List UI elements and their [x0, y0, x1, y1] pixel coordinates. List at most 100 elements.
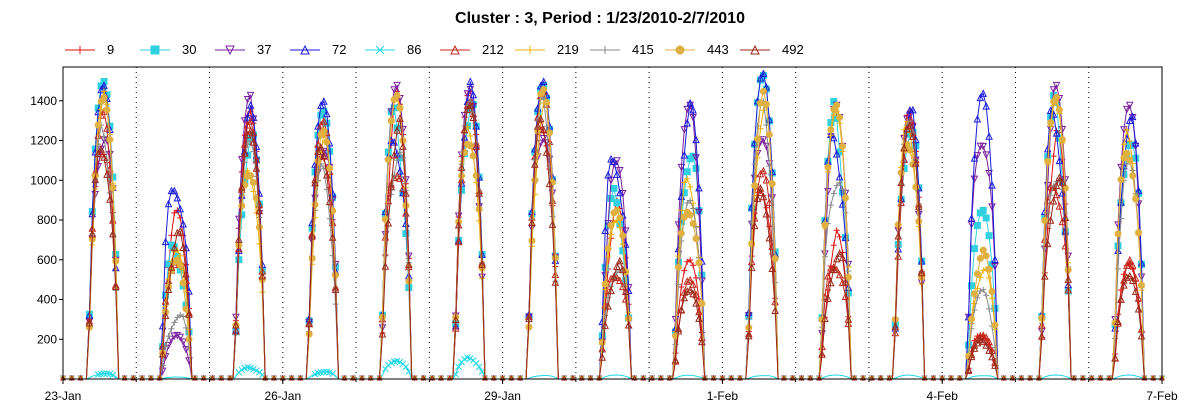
data-point: [393, 81, 401, 90]
data-point: [621, 287, 630, 295]
data-point: [607, 221, 615, 229]
x-tick-label: 23-Jan: [45, 389, 82, 403]
data-point: [88, 229, 97, 238]
data-point: [610, 272, 618, 281]
data-point: [235, 235, 243, 243]
data-point: [466, 101, 475, 109]
data-point: [1135, 229, 1143, 237]
legend-item-415: 415: [590, 42, 654, 57]
data-point: [1055, 156, 1064, 165]
data-point: [658, 374, 664, 381]
data-point: [601, 46, 609, 54]
series-492: [60, 101, 1165, 381]
data-point: [976, 254, 984, 262]
data-point: [1131, 273, 1140, 282]
data-point: [986, 305, 993, 312]
data-point: [964, 366, 973, 374]
data-point: [399, 154, 406, 161]
data-point: [325, 197, 334, 206]
data-point: [139, 374, 145, 381]
data-point: [604, 170, 612, 179]
data-point: [176, 204, 185, 213]
data-point: [578, 374, 585, 381]
data-point: [314, 147, 322, 155]
data-point: [308, 231, 316, 240]
data-point: [973, 114, 982, 123]
data-point: [909, 132, 917, 140]
data-point: [681, 179, 688, 186]
data-point: [631, 374, 638, 381]
data-point: [973, 270, 981, 278]
data-point: [827, 126, 835, 134]
data-point: [1131, 138, 1140, 147]
data-point: [390, 150, 398, 159]
data-point: [288, 374, 295, 381]
data-point: [326, 215, 333, 222]
series-line-443: [63, 88, 1162, 380]
data-point: [173, 193, 182, 202]
data-point: [475, 363, 483, 371]
data-point: [613, 199, 621, 207]
data-point: [1111, 353, 1119, 362]
data-point: [161, 237, 170, 246]
data-point: [331, 285, 340, 293]
data-point: [1137, 331, 1146, 340]
data-point: [1055, 173, 1064, 182]
data-point: [915, 217, 923, 225]
data-point: [237, 183, 246, 191]
data-point: [1047, 119, 1055, 127]
data-point: [314, 157, 322, 165]
data-point: [381, 262, 390, 270]
data-point: [463, 105, 472, 113]
data-point: [399, 184, 407, 192]
y-tick-label: 1000: [30, 173, 57, 187]
data-point: [860, 374, 866, 381]
data-point: [570, 374, 576, 381]
data-point: [367, 374, 374, 381]
data-point: [1038, 332, 1046, 340]
data-point: [390, 173, 398, 181]
data-point: [616, 167, 624, 175]
x-tick-label: 1-Feb: [707, 389, 739, 403]
axes: 200 400 600 800 1000 1200 1400 23-Jan 26-Jan 29-J…: [30, 66, 1178, 403]
data-point: [1052, 81, 1061, 90]
data-point: [320, 368, 328, 376]
data-point: [182, 269, 190, 278]
data-point: [517, 374, 523, 381]
data-point: [76, 46, 84, 54]
data-point: [103, 170, 111, 178]
data-point: [455, 363, 462, 371]
data-point: [759, 87, 767, 95]
data-point: [243, 130, 252, 139]
data-point: [322, 170, 331, 179]
data-point: [686, 98, 694, 107]
data-point: [100, 153, 108, 161]
legend-label: 212: [482, 42, 504, 57]
data-point: [174, 314, 181, 321]
data-point: [610, 184, 618, 192]
data-point: [209, 374, 216, 381]
data-point: [1097, 374, 1104, 381]
data-point: [616, 188, 624, 197]
data-point: [836, 113, 844, 121]
data-point: [320, 152, 328, 160]
data-point: [97, 85, 105, 94]
data-point: [94, 149, 102, 158]
data-point: [106, 195, 114, 203]
data-point: [841, 277, 850, 286]
data-point: [836, 179, 843, 186]
data-point: [680, 126, 689, 134]
data-point: [472, 142, 481, 150]
data-point: [1058, 178, 1067, 186]
data-point: [983, 292, 990, 299]
data-point: [255, 206, 264, 215]
data-point: [756, 73, 765, 82]
data-point: [297, 374, 304, 381]
data-point: [238, 202, 246, 210]
data-point: [320, 97, 328, 105]
data-point: [341, 374, 348, 381]
data-point: [965, 341, 973, 349]
data-point: [396, 358, 404, 366]
data-point: [751, 182, 759, 190]
data-point: [322, 109, 331, 118]
